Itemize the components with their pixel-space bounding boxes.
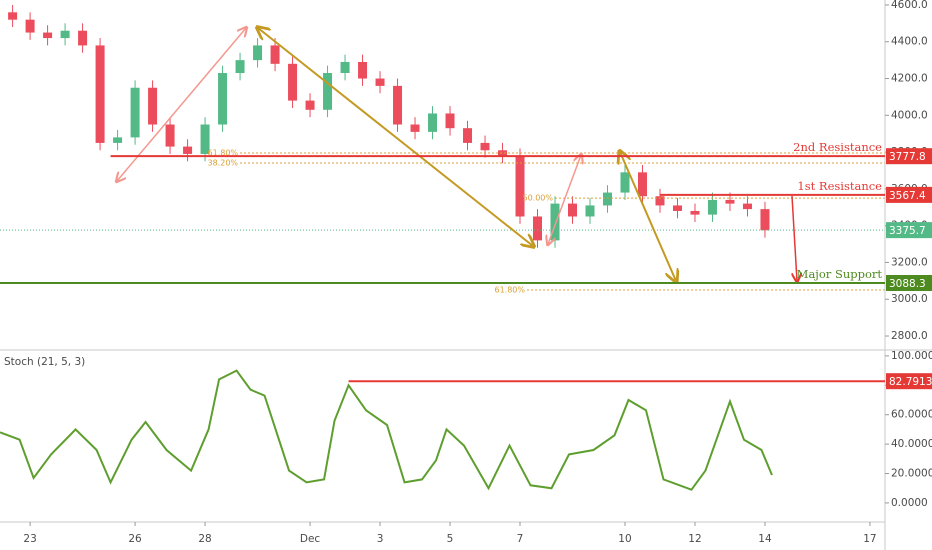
indicator-title: Stoch (21, 5, 3) [4, 356, 85, 368]
candle-body [393, 85, 403, 125]
candle-body [637, 172, 647, 197]
fib-label: 38.20% [208, 158, 239, 167]
y-tick-label: 2800.0 [891, 330, 928, 342]
candle-body [672, 205, 682, 211]
candle-body [218, 73, 228, 125]
x-tick-label: 23 [23, 533, 36, 545]
y-tick-label: 4400.0 [891, 36, 928, 48]
candle-body [43, 32, 53, 39]
candle-body [480, 142, 490, 151]
price-tag [886, 222, 932, 239]
candle-body [165, 124, 175, 147]
candle-body [8, 12, 18, 20]
candle-body [183, 146, 193, 154]
fib-label: 61.80% [208, 149, 239, 158]
candle-body [585, 205, 595, 217]
candle-body [445, 113, 455, 129]
x-tick-label: 14 [758, 533, 772, 545]
x-tick-label: 10 [618, 533, 631, 545]
y-tick-label: 3000.0 [891, 293, 928, 305]
price-tag [886, 274, 932, 291]
y-tick-label: 20.0000 [891, 468, 932, 480]
candle-body [602, 192, 612, 206]
level-name: 1st Resistance [797, 179, 882, 193]
x-tick-label: 26 [128, 533, 142, 545]
price-tag [886, 373, 932, 390]
candle-body [410, 124, 420, 132]
candle-body [25, 19, 35, 33]
candle-body [742, 203, 752, 210]
x-tick-label: 7 [517, 533, 524, 545]
candle-body [463, 128, 473, 143]
price-tag-label: 3375.7 [889, 225, 926, 237]
y-tick-label: 3200.0 [891, 256, 928, 268]
y-tick-label: 100.0000 [891, 350, 932, 362]
level-name: 2nd Resistance [793, 140, 882, 154]
price-tag-label: 3088.3 [889, 278, 926, 290]
candle-body [620, 172, 630, 193]
candle-body [340, 61, 350, 74]
candle-body [270, 45, 280, 64]
price-tag-label: 82.7913 [889, 376, 932, 388]
arrow [620, 152, 676, 281]
stoch-line [0, 369, 773, 491]
candle-body [690, 210, 700, 215]
candle-body [305, 100, 315, 110]
candle-body [568, 203, 578, 217]
x-tick-label: 12 [688, 533, 701, 545]
x-tick-label: Dec [300, 533, 321, 545]
candle-body [515, 155, 525, 217]
candle-body [95, 45, 105, 143]
price-tag-label: 3567.4 [889, 190, 926, 202]
candle-body [78, 30, 88, 46]
level-name: Major Support [797, 267, 883, 281]
y-tick-label: 0.0000 [891, 497, 928, 509]
price-tag-label: 3777.8 [889, 151, 926, 163]
candle-body [375, 78, 385, 86]
candle-body [707, 199, 717, 215]
candle-body [725, 199, 735, 204]
arrow [258, 28, 533, 246]
candle-body [113, 137, 123, 143]
y-tick-label: 4600.0 [891, 0, 928, 11]
candle-body [533, 216, 543, 241]
y-tick-label: 60.0000 [891, 409, 932, 421]
x-tick-label: 28 [198, 533, 211, 545]
price-tag [886, 148, 932, 165]
candle-body [130, 87, 140, 138]
y-tick-label: 40.0000 [891, 438, 932, 450]
candle-body [60, 30, 70, 39]
x-tick-label: 3 [377, 533, 384, 545]
y-tick-label: 4000.0 [891, 109, 928, 121]
arrow [548, 155, 581, 244]
x-tick-label: 17 [863, 533, 876, 545]
x-tick-label: 5 [447, 533, 454, 545]
candle-body [428, 113, 438, 132]
arrow [791, 195, 797, 281]
candle-body [358, 61, 368, 79]
candle-body [323, 73, 333, 110]
candle-body [288, 63, 298, 101]
candle-body [760, 209, 770, 231]
fib-label: 61.80% [494, 286, 525, 295]
y-tick-label: 4200.0 [891, 73, 928, 85]
candle-body [235, 60, 245, 74]
fib-label: 50.00% [522, 194, 553, 203]
candle-body [148, 87, 158, 125]
candle-body [253, 45, 263, 61]
price-tag [886, 186, 932, 203]
